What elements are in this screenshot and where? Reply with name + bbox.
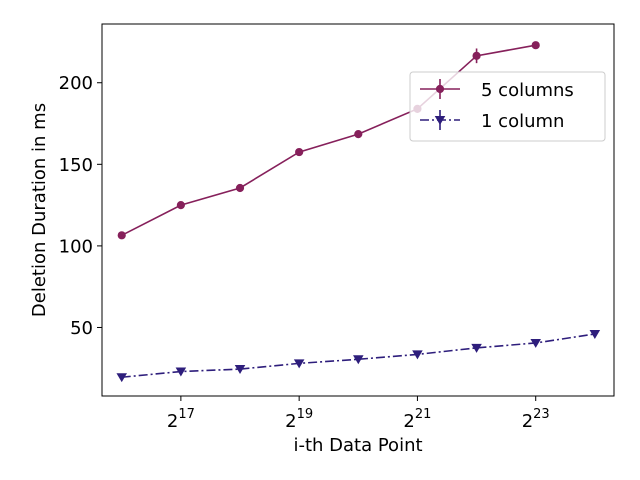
- x-tick-label: 223: [522, 407, 550, 432]
- data-point: [471, 343, 482, 353]
- data-point: [354, 130, 363, 139]
- legend-label: 1 column: [481, 111, 564, 132]
- x-tick-exponent: 19: [297, 407, 314, 422]
- data-point: [353, 355, 364, 365]
- data-point: [176, 201, 185, 210]
- legend-item: 1 column: [420, 110, 564, 132]
- x-tick-label: 219: [285, 407, 313, 432]
- series-line: [121, 44, 536, 237]
- data-point: [175, 367, 187, 377]
- data-point: [589, 329, 601, 339]
- x-tick-base: 2: [403, 411, 414, 432]
- data-point: [234, 365, 246, 375]
- data-point: [235, 183, 245, 193]
- y-tick-label: 100: [59, 236, 93, 257]
- data-point: [293, 359, 305, 369]
- x-tick-base: 2: [285, 411, 296, 432]
- legend-marker: [435, 84, 445, 94]
- y-tick-label: 150: [59, 155, 93, 176]
- data-point: [412, 350, 423, 360]
- x-tick-exponent: 23: [533, 407, 550, 422]
- y-axis-label: Deletion Duration in ms: [29, 103, 50, 317]
- data-point: [117, 231, 126, 240]
- y-tick-label: 200: [59, 73, 93, 94]
- series-2: [116, 329, 601, 383]
- plot-frame: [101, 23, 615, 397]
- data-point: [530, 338, 541, 348]
- x-tick-base: 2: [167, 411, 178, 432]
- x-axis-label: i-th Data Point: [293, 435, 422, 456]
- legend-item: 5 columns: [420, 79, 574, 101]
- x-tick-label: 217: [167, 407, 195, 432]
- x-tick-base: 2: [522, 411, 533, 432]
- series-line: [121, 333, 595, 379]
- legend-marker: [434, 115, 446, 125]
- legend: 5 columns 1 column: [409, 71, 606, 142]
- data-point: [116, 373, 128, 383]
- data-point: [531, 41, 540, 50]
- data-point: [472, 51, 481, 60]
- x-tick-exponent: 21: [415, 407, 432, 422]
- y-tick-label: 50: [70, 318, 93, 339]
- x-tick-label: 221: [403, 407, 431, 432]
- x-tick-exponent: 17: [178, 407, 195, 422]
- data-point: [295, 147, 304, 157]
- legend-label: 5 columns: [481, 80, 574, 101]
